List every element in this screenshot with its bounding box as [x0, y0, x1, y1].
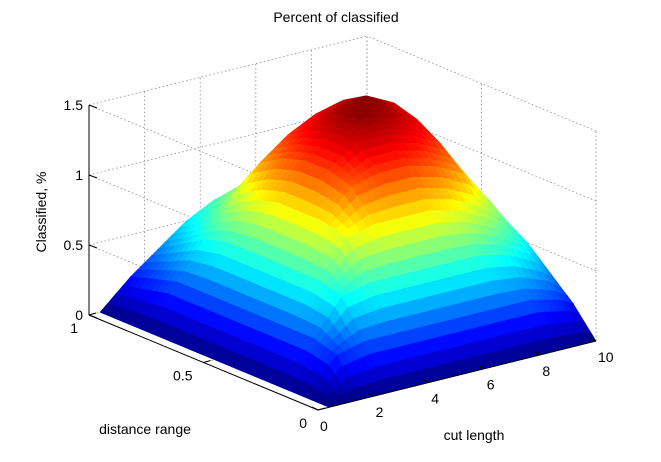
z-tick-mark-0.5 [88, 244, 98, 249]
x-tick-label-0: 0 [320, 418, 328, 434]
z-tick-label-1.5: 1.5 [64, 97, 84, 113]
y-tick-mark-0.5 [203, 360, 211, 363]
y-tick-label-0: 0 [299, 415, 307, 431]
x-tick-label-8: 8 [542, 363, 550, 379]
x-axis-label: cut length [444, 427, 505, 443]
y-tick-label-1: 1 [70, 320, 78, 336]
y-axis-label: distance range [99, 421, 191, 437]
grid-line-9 [88, 35, 368, 106]
z-tick-label-0.5: 0.5 [64, 237, 84, 253]
x-tick-label-2: 2 [376, 404, 384, 420]
x-tick-label-6: 6 [487, 377, 495, 393]
x-tick-mark-2 [367, 392, 374, 397]
x-tick-label-4: 4 [431, 390, 439, 406]
z-tick-mark-0 [88, 314, 98, 319]
surface-layer [99, 95, 597, 408]
x-tick-mark-10 [589, 337, 597, 342]
x-tick-mark-6 [478, 365, 486, 370]
x-tick-mark-8 [534, 351, 541, 356]
y-tick-mark-0 [317, 407, 326, 411]
z-tick-label-1: 1 [75, 167, 83, 183]
y-tick-label-0.5: 0.5 [173, 368, 193, 384]
x-tick-label-10: 10 [598, 349, 614, 365]
z-axis-label: Classified, % [33, 172, 49, 253]
x-tick-mark-0 [311, 406, 319, 411]
grid-line-7 [366, 105, 597, 202]
y-tick-mark-1 [88, 312, 97, 316]
chart-title: Percent of classified [273, 9, 398, 25]
z-tick-label-0: 0 [75, 307, 83, 323]
z-tick-mark-1 [88, 174, 98, 179]
x-axis-line [317, 340, 597, 411]
z-tick-mark-1.5 [88, 104, 98, 109]
x-tick-mark-4 [422, 378, 430, 383]
grid-line-10 [366, 35, 597, 132]
grid-line-4 [366, 175, 597, 272]
